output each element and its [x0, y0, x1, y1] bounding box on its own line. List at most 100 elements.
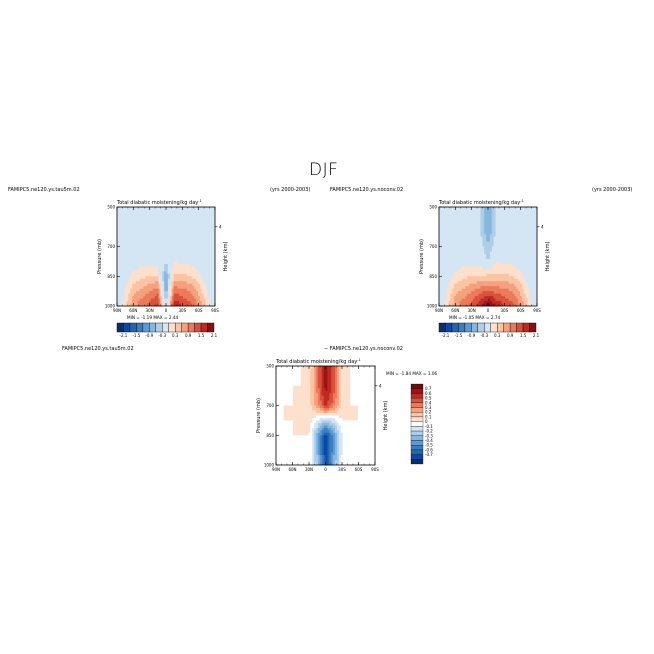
heatmap-cell — [137, 209, 140, 213]
heatmap-cell — [486, 261, 489, 265]
heatmap-cell — [518, 211, 521, 215]
heatmap-cell — [164, 231, 167, 235]
heatmap-cell — [276, 378, 279, 382]
heatmap-cell — [465, 276, 468, 280]
heatmap-cell — [535, 241, 538, 245]
heatmap-cell — [523, 251, 526, 255]
heatmap-cell — [463, 263, 466, 267]
heatmap-cell — [342, 383, 345, 387]
heatmap-cell — [194, 234, 197, 237]
heatmap-cell — [167, 231, 171, 235]
heatmap-cell — [152, 263, 155, 267]
heatmap-cell — [520, 256, 523, 260]
heatmap-cell — [469, 214, 472, 218]
heatmap-cell — [150, 244, 154, 247]
heatmap-cell — [461, 224, 464, 228]
heatmap-cell — [203, 207, 206, 210]
heatmap-cell — [310, 390, 313, 394]
heatmap-cell — [355, 370, 359, 374]
heatmap-cell — [321, 370, 324, 374]
heatmap-cell — [207, 288, 210, 292]
colorbar-box — [155, 322, 163, 333]
heatmap-cell — [491, 293, 494, 297]
heatmap-cell — [120, 254, 123, 257]
heatmap-cell — [484, 288, 487, 292]
heatmap-cell — [160, 293, 163, 297]
heatmap-cell — [130, 283, 133, 287]
heatmap-cell — [117, 229, 120, 233]
heatmap-cell — [504, 209, 508, 213]
heatmap-cell — [461, 266, 464, 270]
heatmap-cell — [503, 268, 506, 272]
heatmap-cell — [281, 393, 284, 396]
heatmap-cell — [177, 256, 180, 260]
heatmap-cell — [463, 231, 466, 235]
heatmap-cell — [145, 251, 148, 255]
heatmap-cell — [531, 241, 534, 245]
heatmap-cell — [158, 286, 161, 289]
heatmap-cell — [167, 263, 171, 267]
heatmap-cell — [472, 273, 476, 277]
heatmap-cell — [201, 293, 204, 297]
heatmap-cell — [139, 207, 142, 210]
heatmap-cell — [338, 366, 342, 369]
heatmap-cell — [137, 263, 140, 267]
heatmap-cell — [160, 221, 163, 225]
heatmap-cell — [340, 388, 343, 392]
heatmap-cell — [179, 296, 182, 299]
heatmap-cell — [471, 298, 474, 302]
heatmap-cell — [371, 370, 374, 374]
heatmap-cell — [162, 266, 165, 270]
heatmap-cell — [139, 258, 142, 262]
heatmap-cell — [504, 221, 508, 225]
heatmap-cell — [186, 229, 189, 233]
heatmap-cell — [201, 278, 204, 282]
heatmap-cell — [508, 214, 511, 218]
heatmap-cell — [196, 291, 199, 294]
heatmap-cell — [117, 231, 120, 235]
heatmap-cell — [531, 286, 534, 289]
heatmap-cell — [173, 219, 176, 223]
heatmap-cell — [482, 271, 485, 275]
heatmap-cell — [179, 221, 182, 225]
panel-title-right: Total diabatic moistening/kg day-1 — [438, 199, 524, 206]
heatmap-cell — [493, 301, 496, 304]
heatmap-cell — [201, 229, 204, 233]
heatmap-cell — [122, 261, 125, 265]
heatmap-cell — [448, 286, 451, 289]
heatmap-cell — [482, 214, 485, 218]
heatmap-cell — [166, 291, 169, 294]
heatmap-cell — [188, 226, 191, 230]
heatmap-cell — [533, 286, 536, 289]
heatmap-cell — [141, 296, 144, 299]
heatmap-cell — [488, 216, 491, 220]
heatmap-cell — [203, 229, 206, 233]
heatmap-cell — [491, 234, 494, 237]
heatmap-cell — [442, 236, 445, 240]
heatmap-cell — [213, 236, 216, 240]
heatmap-cell — [446, 221, 449, 225]
heatmap-cell — [504, 293, 508, 297]
heatmap-cell — [192, 249, 195, 252]
heatmap-cell — [182, 296, 186, 299]
heatmap-cell — [461, 261, 464, 265]
heatmap-cell — [128, 288, 131, 292]
heatmap-cell — [139, 276, 142, 280]
heatmap-cell — [117, 278, 120, 282]
heatmap-cell — [531, 296, 534, 299]
heatmap-cell — [442, 268, 445, 272]
heatmap-cell — [150, 273, 154, 277]
heatmap-cell — [122, 283, 125, 287]
heatmap-cell — [194, 286, 197, 289]
heatmap-cell — [179, 298, 182, 302]
heatmap-cell — [474, 244, 477, 247]
heatmap-cell — [336, 385, 340, 389]
heatmap-cell — [167, 234, 171, 237]
heatmap-cell — [149, 207, 152, 210]
colorbar-box — [471, 322, 479, 333]
heatmap-cell — [512, 254, 515, 257]
heatmap-cell — [209, 293, 212, 297]
heatmap-cell — [336, 383, 340, 387]
heatmap-cell — [310, 380, 313, 384]
x-tick-label: 0 — [487, 308, 490, 313]
